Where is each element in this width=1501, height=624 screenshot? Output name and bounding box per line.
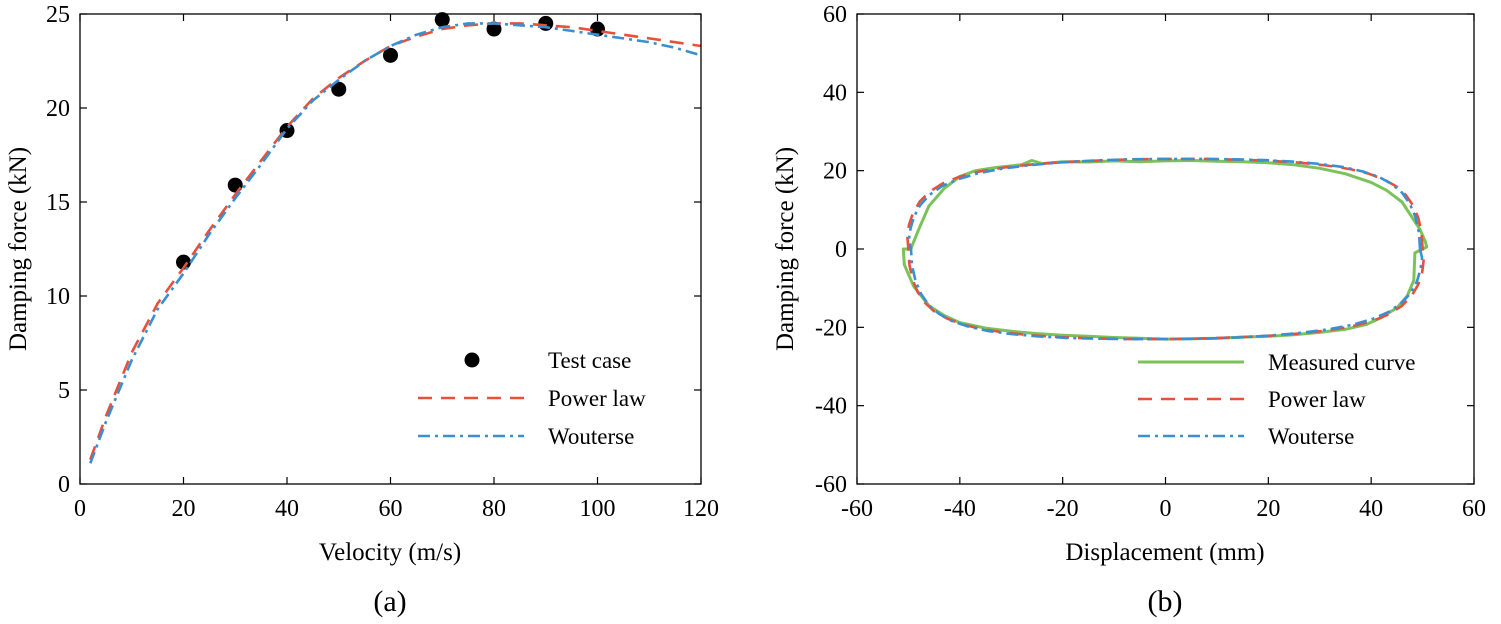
x-tick-label: 0	[1160, 496, 1172, 522]
legend-label-power-law: Power law	[548, 386, 646, 411]
data-point-test-case	[227, 177, 243, 193]
data-point-test-case	[590, 21, 605, 37]
legend-marker-test-case	[464, 352, 480, 368]
chart-a-plot-frame	[79, 13, 702, 485]
series-line-power-law	[89, 22, 702, 461]
x-tick-label: -40	[944, 496, 976, 522]
chart-a-legend: Test case Power law Wouterse	[418, 348, 646, 449]
y-tick-label: -40	[815, 394, 847, 420]
legend-label-wouterse: Wouterse	[548, 424, 634, 449]
y-tick-label: 5	[58, 378, 70, 404]
x-tick-label: -60	[841, 496, 873, 522]
y-tick-label: 0	[58, 472, 70, 498]
legend-label-power-law: Power law	[1268, 387, 1366, 412]
legend-label-test-case: Test case	[548, 348, 631, 373]
y-tick-label: 0	[835, 237, 847, 263]
chart-b-y-axis-label: Damping force (kN)	[772, 147, 799, 351]
x-tick-label: 40	[1359, 496, 1383, 522]
y-tick-label: 40	[823, 80, 847, 106]
y-tick-label: -20	[815, 315, 847, 341]
series-line-measured-curve	[901, 159, 1429, 341]
x-tick-label: 100	[580, 496, 616, 522]
legend-label-measured-curve: Measured curve	[1268, 350, 1416, 375]
x-tick-label: 80	[482, 496, 506, 522]
series-line-power-law	[906, 157, 1425, 341]
y-tick-label: 20	[823, 159, 847, 185]
x-tick-label: 40	[275, 496, 299, 522]
data-point-test-case	[434, 12, 450, 28]
y-tick-label: 25	[46, 2, 70, 28]
chart-b-plot-frame	[856, 13, 1475, 485]
y-tick-label: 15	[46, 190, 70, 216]
chart-a-series	[89, 12, 702, 464]
x-tick-label: -20	[1047, 496, 1079, 522]
chart-b: -60 -40 -20 0 20 40 60 -60 -40 -20 0 20 40 60 Displac…	[772, 2, 1486, 618]
chart-a-y-axis-label: Damping force (kN)	[5, 147, 32, 351]
x-tick-label: 0	[74, 496, 86, 522]
x-tick-label: 60	[1462, 496, 1486, 522]
chart-a-x-axis-label: Velocity (m/s)	[319, 539, 461, 566]
chart-b-legend: Measured curve Power law Wouterse	[1138, 350, 1416, 449]
y-tick-label: -60	[815, 472, 847, 498]
x-tick-label: 60	[379, 496, 403, 522]
y-tick-label: 60	[823, 2, 847, 28]
y-tick-label: 20	[46, 96, 70, 122]
chart-b-x-axis-label: Displacement (mm)	[1065, 539, 1264, 566]
data-point-test-case	[538, 15, 554, 31]
chart-b-ticks: -60 -40 -20 0 20 40 60 -60 -40 -20 0 20 40 60	[815, 2, 1486, 522]
chart-b-panel-label: (b)	[1148, 585, 1183, 618]
chart-b-series	[901, 157, 1429, 341]
data-point-test-case	[383, 47, 398, 63]
data-point-test-case	[486, 21, 502, 37]
x-tick-label: 20	[172, 496, 196, 522]
data-point-test-case	[176, 254, 191, 270]
chart-a: 0 20 40 60 80 100 120 0 5 10 15 20 25 Velocity (m/s)…	[5, 2, 719, 618]
series-line-wouterse	[89, 22, 702, 464]
chart-a-ticks: 0 20 40 60 80 100 120 0 5 10 15 20 25	[46, 2, 719, 522]
legend-label-wouterse: Wouterse	[1268, 424, 1354, 449]
x-tick-label: 120	[683, 496, 719, 522]
x-tick-label: 20	[1256, 496, 1280, 522]
series-line-wouterse	[907, 157, 1424, 341]
data-point-test-case	[331, 81, 347, 97]
y-tick-label: 10	[46, 284, 70, 310]
chart-a-panel-label: (a)	[373, 585, 406, 618]
